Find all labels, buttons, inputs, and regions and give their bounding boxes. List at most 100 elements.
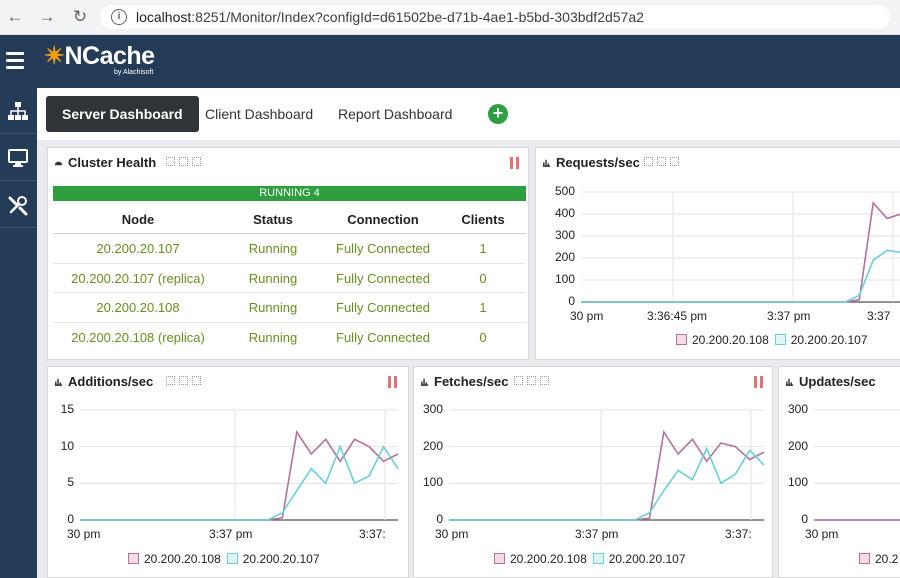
table-row: 20.200.20.107 Running Fully Connected 1 <box>53 234 526 264</box>
y-tick-label: 300 <box>554 228 575 242</box>
chart-svg <box>449 409 765 521</box>
legend-item[interactable]: 20.200.20.107 <box>592 552 686 566</box>
status-cell: Running <box>248 241 298 256</box>
fullscreen-icon[interactable] <box>192 376 201 385</box>
info-icon[interactable]: i <box>111 9 127 25</box>
legend-swatch <box>774 334 786 345</box>
fullscreen-icon[interactable] <box>670 157 679 166</box>
hamburger-icon[interactable] <box>6 52 24 70</box>
legend-swatch <box>226 553 238 564</box>
updates-chart: 300 200 100 0 30 pm 20.2 <box>779 397 900 577</box>
x-tick-label: 30 pm <box>570 309 604 323</box>
legend-item[interactable]: 20.200.20.108 <box>494 552 587 566</box>
sidebar-item-topology[interactable] <box>0 88 37 134</box>
legend-swatch <box>128 553 139 564</box>
y-tick-label: 0 <box>801 512 808 526</box>
legend-label: 20.200.20.108 <box>510 552 587 566</box>
chart-svg <box>581 191 900 303</box>
pin-icon[interactable] <box>514 376 523 385</box>
chart-legend: 20.200.20.108 20.200.20.107 <box>128 552 326 566</box>
clients-cell: 0 <box>479 270 487 286</box>
cluster-table: Node Status Connection Clients 20.200.20… <box>53 207 526 352</box>
y-tick-label: 200 <box>554 250 575 264</box>
chart-svg <box>80 409 399 521</box>
y-tick-label: 0 <box>568 294 575 308</box>
tab-client-dashboard[interactable]: Client Dashboard <box>205 106 314 122</box>
clients-cell: 0 <box>479 329 487 345</box>
chart-icon <box>785 378 794 386</box>
sidebar-item-tools[interactable] <box>0 182 37 228</box>
legend-item[interactable]: 20.200.20.108 <box>676 333 769 347</box>
chart-legend: 20.2 <box>859 552 900 566</box>
sidebar-item-monitor[interactable] <box>0 135 37 181</box>
series-line-1 <box>80 444 399 521</box>
table-header: Node Status Connection Clients <box>53 207 526 234</box>
panel-header: Updates/sec <box>779 367 900 395</box>
pin-icon[interactable] <box>644 157 653 166</box>
tab-server-dashboard[interactable]: Server Dashboard <box>46 96 199 132</box>
legend-label: 20.200.20.107 <box>242 552 320 566</box>
panel-header: Requests/sec <box>536 148 900 176</box>
legend-item[interactable]: 20.200.20.108 <box>128 552 221 566</box>
y-tick-label: 100 <box>554 272 575 286</box>
table-row: 20.200.20.108 Running Fully Connected 1 <box>53 293 526 323</box>
fullscreen-icon[interactable] <box>192 157 201 166</box>
panel-tools <box>644 157 683 168</box>
pin-icon[interactable] <box>166 376 175 385</box>
panel-header: Additions/sec <box>48 367 408 395</box>
monitor-icon <box>8 149 28 167</box>
series-line-0 <box>581 201 900 303</box>
node-cell: 20.200.20.107 <box>96 241 180 256</box>
panel-tools <box>166 376 205 387</box>
expand-icon[interactable] <box>657 157 666 166</box>
legend-label: 20.200.20.107 <box>790 333 868 347</box>
fullscreen-icon[interactable] <box>540 376 549 385</box>
legend-item[interactable]: 20.2 <box>859 552 898 566</box>
panel-title: Requests/sec <box>556 155 640 170</box>
y-tick-label: 15 <box>60 402 74 416</box>
x-tick-label: 3:37 pm <box>575 527 619 541</box>
y-tick-label: 5 <box>67 475 74 490</box>
clients-cell: 1 <box>479 241 487 256</box>
dashboard-tabs: Server Dashboard Client Dashboard Report… <box>37 88 900 140</box>
pause-icon[interactable] <box>509 157 520 169</box>
node-cell: 20.200.20.108 <box>96 300 180 315</box>
fetches-chart: 300 200 100 0 30 pm 3:37 pm 3:37: 20.200.20.108… <box>414 397 772 577</box>
legend-label: 20.200.20.107 <box>608 552 686 566</box>
expand-icon[interactable] <box>179 376 188 385</box>
panel-tools <box>514 376 553 387</box>
x-tick-label: 3:37 pm <box>767 309 811 323</box>
tab-report-dashboard[interactable]: Report Dashboard <box>338 106 453 122</box>
y-tick-label: 100 <box>787 475 808 490</box>
expand-icon[interactable] <box>527 376 536 385</box>
chart-icon <box>542 159 551 167</box>
y-tick-label: 300 <box>787 402 808 416</box>
legend-swatch <box>494 553 505 564</box>
pause-icon[interactable] <box>387 376 398 388</box>
logo-wordmark: ✴NCache <box>44 42 155 70</box>
y-tick-label: 200 <box>787 438 808 453</box>
node-cell: 20.200.20.108 (replica) <box>71 329 205 345</box>
chart-legend: 20.200.20.108 20.200.20.107 <box>494 552 692 566</box>
y-tick-label: 500 <box>554 184 575 198</box>
panel-tools <box>166 157 205 168</box>
series-line-1 <box>581 249 900 303</box>
legend-item[interactable]: 20.200.20.107 <box>774 333 868 347</box>
legend-item[interactable]: 20.200.20.107 <box>226 552 320 566</box>
expand-icon[interactable] <box>179 157 188 166</box>
arrow-right-icon[interactable]: → <box>38 7 56 26</box>
address-bar[interactable]: i localhost:8251/Monitor/Index?configId=… <box>100 5 890 29</box>
url-text[interactable]: localhost:8251/Monitor/Index?configId=d6… <box>136 9 644 25</box>
legend-label: 20.200.20.108 <box>144 552 221 566</box>
add-dashboard-button[interactable]: + <box>488 104 508 124</box>
x-tick-label: 3:37 pm <box>209 527 253 541</box>
panel-title: Updates/sec <box>799 374 876 389</box>
arrow-left-icon[interactable]: ← <box>6 7 24 26</box>
url-host: localhost <box>136 9 192 25</box>
clients-cell: 1 <box>479 300 487 315</box>
panel-header: Fetches/sec <box>414 367 772 395</box>
reload-icon[interactable]: ↻ <box>72 7 88 26</box>
connection-cell: Fully Connected <box>336 270 430 286</box>
pause-icon[interactable] <box>753 376 764 388</box>
pin-icon[interactable] <box>166 157 175 166</box>
